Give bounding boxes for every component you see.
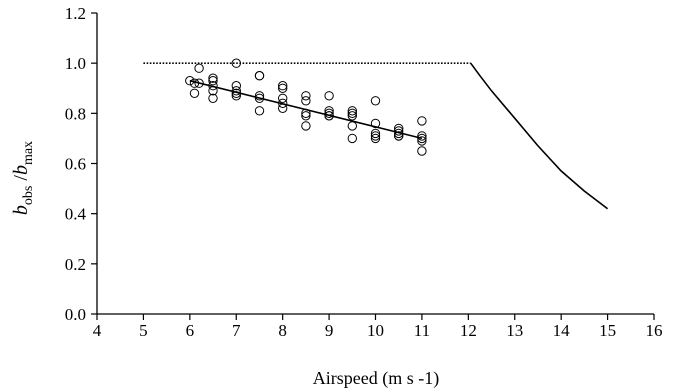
data-point bbox=[278, 93, 288, 104]
y-tick-label: 0.0 bbox=[65, 305, 86, 324]
data-point bbox=[208, 73, 218, 83]
data-point bbox=[394, 131, 404, 141]
y-axis-label-var2: b bbox=[10, 165, 32, 175]
x-tick-label: 15 bbox=[599, 321, 616, 340]
x-tick-label: 11 bbox=[414, 321, 430, 340]
x-tick-label: 6 bbox=[186, 321, 195, 340]
data-point bbox=[370, 128, 381, 139]
data-point bbox=[301, 121, 311, 131]
data-point bbox=[370, 96, 381, 106]
y-axis-label: bobs /bmax bbox=[10, 141, 36, 215]
x-tick-label: 14 bbox=[553, 321, 571, 340]
plot-area bbox=[143, 58, 609, 210]
x-tick-label: 10 bbox=[367, 321, 384, 340]
x-axis-label: Airspeed (m s -1) bbox=[313, 368, 439, 389]
data-point bbox=[185, 76, 195, 86]
data-point bbox=[278, 81, 288, 91]
data-point bbox=[324, 91, 334, 101]
data-point bbox=[278, 83, 288, 94]
x-tick-label: 16 bbox=[646, 321, 663, 340]
data-point bbox=[301, 96, 311, 106]
y-tick-label: 0.6 bbox=[65, 155, 86, 174]
data-point bbox=[347, 108, 357, 119]
data-point bbox=[417, 116, 427, 126]
data-point bbox=[301, 91, 311, 101]
data-point bbox=[231, 81, 242, 91]
data-point bbox=[347, 111, 357, 121]
y-axis-label-sub1: obs bbox=[21, 186, 36, 205]
data-point bbox=[254, 91, 265, 101]
data-point bbox=[417, 131, 427, 141]
y-axis-label-var1: b bbox=[10, 205, 32, 215]
y-tick-label: 0.4 bbox=[65, 205, 87, 224]
x-tick-label: 9 bbox=[325, 321, 334, 340]
x-tick-label: 8 bbox=[278, 321, 287, 340]
data-point bbox=[254, 71, 265, 81]
y-tick-label: 1.0 bbox=[65, 54, 86, 73]
x-tick-label: 7 bbox=[232, 321, 241, 340]
x-tick-label: 13 bbox=[506, 321, 523, 340]
x-tick-label: 4 bbox=[93, 321, 102, 340]
y-axis-label-sep: / bbox=[10, 175, 32, 186]
data-point bbox=[254, 106, 265, 116]
data-point bbox=[347, 121, 357, 131]
data-point bbox=[208, 76, 218, 86]
data-point bbox=[417, 136, 427, 146]
axes bbox=[96, 13, 654, 315]
data-point bbox=[417, 146, 427, 156]
y-tick-label: 0.2 bbox=[65, 255, 86, 274]
data-point bbox=[301, 111, 311, 121]
series-line bbox=[189, 79, 423, 140]
data-point bbox=[417, 133, 427, 144]
series-line bbox=[470, 62, 609, 210]
y-tick-label: 0.8 bbox=[65, 104, 86, 123]
y-axis-label-sub2: max bbox=[21, 141, 36, 165]
data-point bbox=[324, 108, 334, 119]
data-point bbox=[194, 78, 204, 88]
data-point bbox=[370, 133, 381, 144]
x-tick-label: 5 bbox=[139, 321, 148, 340]
ticks: 4 5 6 7 8 9 10 11 12 13 14 15 16 0.0 0.2 0.4 0.6 0.8 1.0 1.… bbox=[65, 4, 663, 340]
data-point bbox=[278, 103, 288, 114]
y-tick-label: 1.2 bbox=[65, 4, 86, 23]
data-point bbox=[194, 63, 204, 73]
data-point bbox=[189, 88, 200, 99]
data-point bbox=[347, 133, 357, 144]
x-tick-label: 12 bbox=[460, 321, 477, 340]
data-point bbox=[347, 106, 357, 116]
data-point bbox=[370, 131, 381, 141]
data-point bbox=[208, 93, 218, 104]
